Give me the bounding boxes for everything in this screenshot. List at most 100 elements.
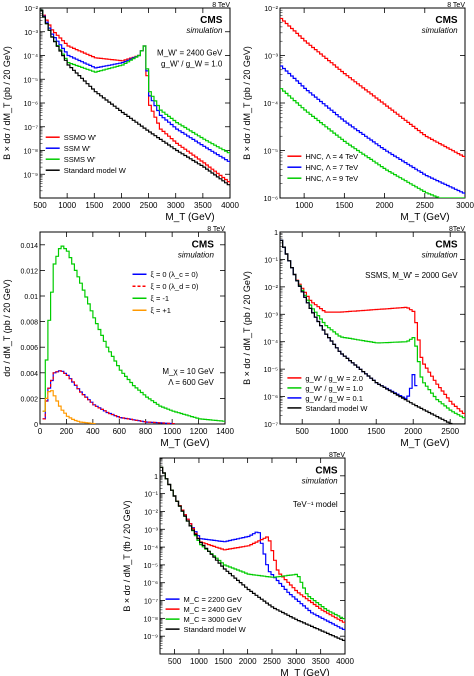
- simulation-label: simulation: [422, 26, 459, 35]
- y-tick-label: 10⁻⁷: [24, 125, 38, 132]
- y-tick-label: 10⁻²: [24, 6, 38, 13]
- y-axis-label: B × dσ / dM_T (fb / 20 GeV): [122, 500, 132, 611]
- series-line: [42, 245, 225, 422]
- experiment-label: CMS: [435, 15, 458, 26]
- y-axis-label: dσ / dM_T (pb / 20 GeV): [2, 279, 12, 376]
- legend-label: M_C = 2200 GeV: [184, 595, 242, 604]
- chart-panel: 500 1000 1500 2000 2500 3000 3500 4000 1 10⁻¹ 10⁻²…: [122, 452, 354, 676]
- legend-label: SSMS W': [64, 155, 96, 164]
- legend-label: ξ = -1: [151, 294, 170, 303]
- y-tick-label: 10⁻²: [264, 6, 278, 13]
- energy-label: 8 TeV: [447, 2, 465, 9]
- legend-label: g_W' / g_W = 1.0: [305, 384, 363, 393]
- legend-label: ξ = 0 (λ_c = 0): [151, 270, 199, 279]
- annotation-text: SSMS, M_W' = 2000 GeV: [365, 271, 458, 280]
- x-tick-label: 4000: [336, 657, 354, 666]
- series-line: [280, 88, 465, 198]
- energy-label: 8TeV: [329, 452, 345, 459]
- y-tick-label: 10⁻⁵: [144, 563, 158, 570]
- legend-label: Standard model W: [64, 166, 127, 175]
- x-tick-label: 1200: [190, 427, 208, 436]
- x-tick-label: 1500: [214, 657, 232, 666]
- y-tick-label: 10⁻²: [144, 509, 158, 516]
- y-tick-label: 10⁻³: [264, 54, 278, 61]
- plot-frame: [39, 231, 226, 425]
- y-tick-label: 0.002: [20, 396, 38, 403]
- x-tick-label: 1000: [190, 657, 208, 666]
- y-axis-label: B × dσ / dM_T (pb / 20 GeV): [242, 271, 252, 385]
- experiment-label: CMS: [315, 466, 338, 477]
- y-tick-label: 0.008: [20, 320, 38, 327]
- legend-label: HNC, Λ = 7 TeV: [305, 163, 358, 172]
- simulation-label: simulation: [186, 26, 223, 35]
- x-tick-label: 600: [113, 427, 127, 436]
- series-line: [42, 390, 96, 424]
- y-tick-label: 0.014: [20, 243, 38, 250]
- legend-label: g_W' / g_W = 2.0: [305, 374, 363, 383]
- experiment-label: CMS: [435, 239, 458, 250]
- plot-frame: [279, 231, 466, 425]
- x-tick-label: 3500: [194, 201, 212, 210]
- y-tick-label: 10⁻³: [264, 312, 278, 319]
- y-tick-label: 10⁻³: [24, 30, 38, 37]
- x-tick-label: 1000: [295, 201, 313, 210]
- y-tick-label: 0.006: [20, 345, 38, 352]
- y-tick-label: 10⁻²: [264, 285, 278, 292]
- simulation-label: simulation: [422, 250, 459, 259]
- x-tick-label: 0: [38, 427, 43, 436]
- legend-label: SSMO W': [64, 133, 97, 142]
- chart-panel: 0 200 400 600 800 1000 1200 1400 0 0.002 0.004 0.00…: [2, 226, 234, 449]
- y-tick-label: 10⁻⁸: [24, 149, 38, 156]
- x-tick-label: 3000: [287, 657, 305, 666]
- y-tick-label: 10⁻⁸: [144, 616, 158, 623]
- series-line: [160, 466, 345, 624]
- x-tick-label: 2500: [441, 427, 459, 436]
- legend-label: SSM W': [64, 144, 91, 153]
- y-tick-label: 10⁻⁴: [24, 54, 39, 61]
- y-tick-label: 0.01: [24, 294, 38, 301]
- x-tick-label: 2500: [416, 201, 434, 210]
- chart-panel: 500 1000 1500 2000 2500 3000 3500 4000 10⁻² 10⁻³ 1…: [2, 2, 239, 223]
- y-tick-label: 10⁻⁶: [264, 196, 278, 203]
- simulation-label: simulation: [178, 250, 215, 259]
- series-line: [280, 239, 465, 416]
- y-tick-label: 10⁻⁷: [144, 599, 158, 606]
- legend-label: g_W' / g_W = 0.1: [305, 394, 363, 403]
- y-tick-label: 0.004: [20, 371, 38, 378]
- x-axis-label: M_T (GeV): [165, 212, 214, 223]
- x-tick-label: 2000: [113, 201, 131, 210]
- chart-panel: 500 1000 1500 2000 2500 1 10⁻¹ 10⁻² 10⁻³ 10⁻⁴ 10⁻⁵…: [242, 226, 466, 449]
- x-tick-label: 400: [86, 427, 100, 436]
- experiment-label: CMS: [200, 15, 223, 26]
- x-axis-label: M_T (GeV): [160, 438, 209, 449]
- series-line: [280, 239, 465, 424]
- series-line: [42, 370, 175, 424]
- annotation-text: Λ = 600 GeV: [168, 378, 214, 387]
- series-line: [280, 17, 465, 158]
- series-line: [40, 9, 230, 155]
- x-tick-label: 3000: [167, 201, 185, 210]
- x-tick-label: 500: [296, 427, 310, 436]
- y-tick-label: 10⁻⁵: [264, 367, 278, 374]
- legend-label: ξ = +1: [151, 306, 171, 315]
- legend-label: Standard model W: [305, 404, 368, 413]
- x-axis-label: M_T (GeV): [400, 212, 449, 223]
- annotation-text: TeV⁻¹ model: [293, 500, 338, 509]
- legend-label: HNC, Λ = 4 TeV: [305, 152, 358, 161]
- x-tick-label: 1500: [335, 201, 353, 210]
- x-tick-label: 1000: [58, 201, 76, 210]
- y-tick-label: 10⁻³: [144, 527, 158, 534]
- x-tick-label: 1400: [216, 427, 234, 436]
- y-tick-label: 1: [274, 230, 278, 237]
- x-tick-label: 2000: [404, 427, 422, 436]
- y-tick-label: 0.012: [20, 268, 38, 275]
- x-tick-label: 500: [168, 657, 182, 666]
- y-tick-label: 10⁻⁶: [144, 581, 158, 588]
- x-axis-label: M_T (GeV): [280, 668, 329, 676]
- x-tick-label: 2500: [263, 657, 281, 666]
- y-tick-label: 10⁻⁹: [24, 172, 38, 179]
- y-axis-label: B × dσ / dM_T (pb / 20 GeV): [2, 46, 12, 160]
- x-axis-label: M_T (GeV): [400, 438, 449, 449]
- y-axis-label: B × dσ / dM_T (pb / 20 GeV): [242, 46, 252, 160]
